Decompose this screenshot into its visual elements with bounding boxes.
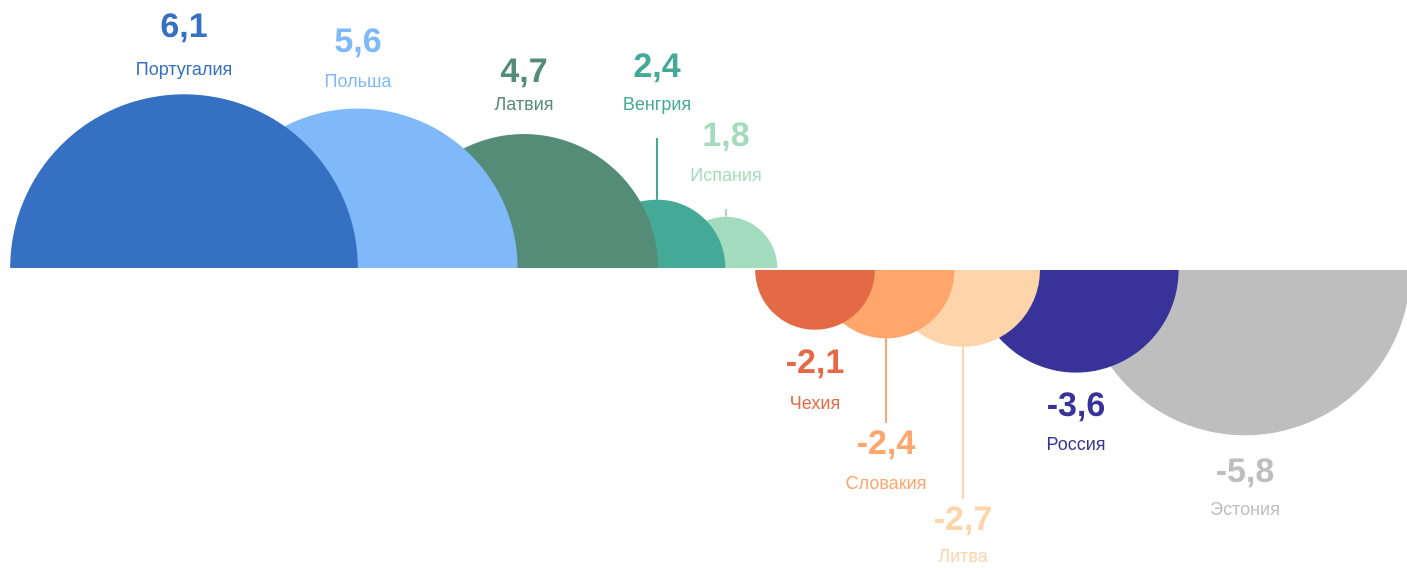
value-label: 2,4 [633,47,680,85]
shapes [10,94,1407,436]
category-label: Польша [325,71,393,91]
semicircle [755,270,875,330]
value-label: 5,6 [334,22,381,60]
value-label: 4,7 [500,52,547,90]
value-label: -2,4 [857,424,916,462]
category-label: Литва [938,546,988,566]
category-label: Чехия [790,393,840,413]
value-label: -5,8 [1216,452,1275,490]
category-label: Испания [690,165,761,185]
value-label: 6,1 [160,7,207,45]
category-label: Венгрия [623,94,691,114]
value-label: -2,1 [786,343,845,381]
category-label: Россия [1046,434,1105,454]
category-label: Латвия [494,94,553,114]
value-label: -2,7 [934,500,993,538]
value-label: -3,6 [1047,386,1106,424]
category-label: Словакия [846,473,927,493]
category-label: Португалия [136,59,233,79]
semicircle [10,94,358,268]
category-label: Эстония [1210,499,1280,519]
value-label: 1,8 [702,116,749,154]
labels: 6,1 Португалия 5,6 Польша 4,7 Латвия 2,4 Венгри… [136,7,1280,566]
